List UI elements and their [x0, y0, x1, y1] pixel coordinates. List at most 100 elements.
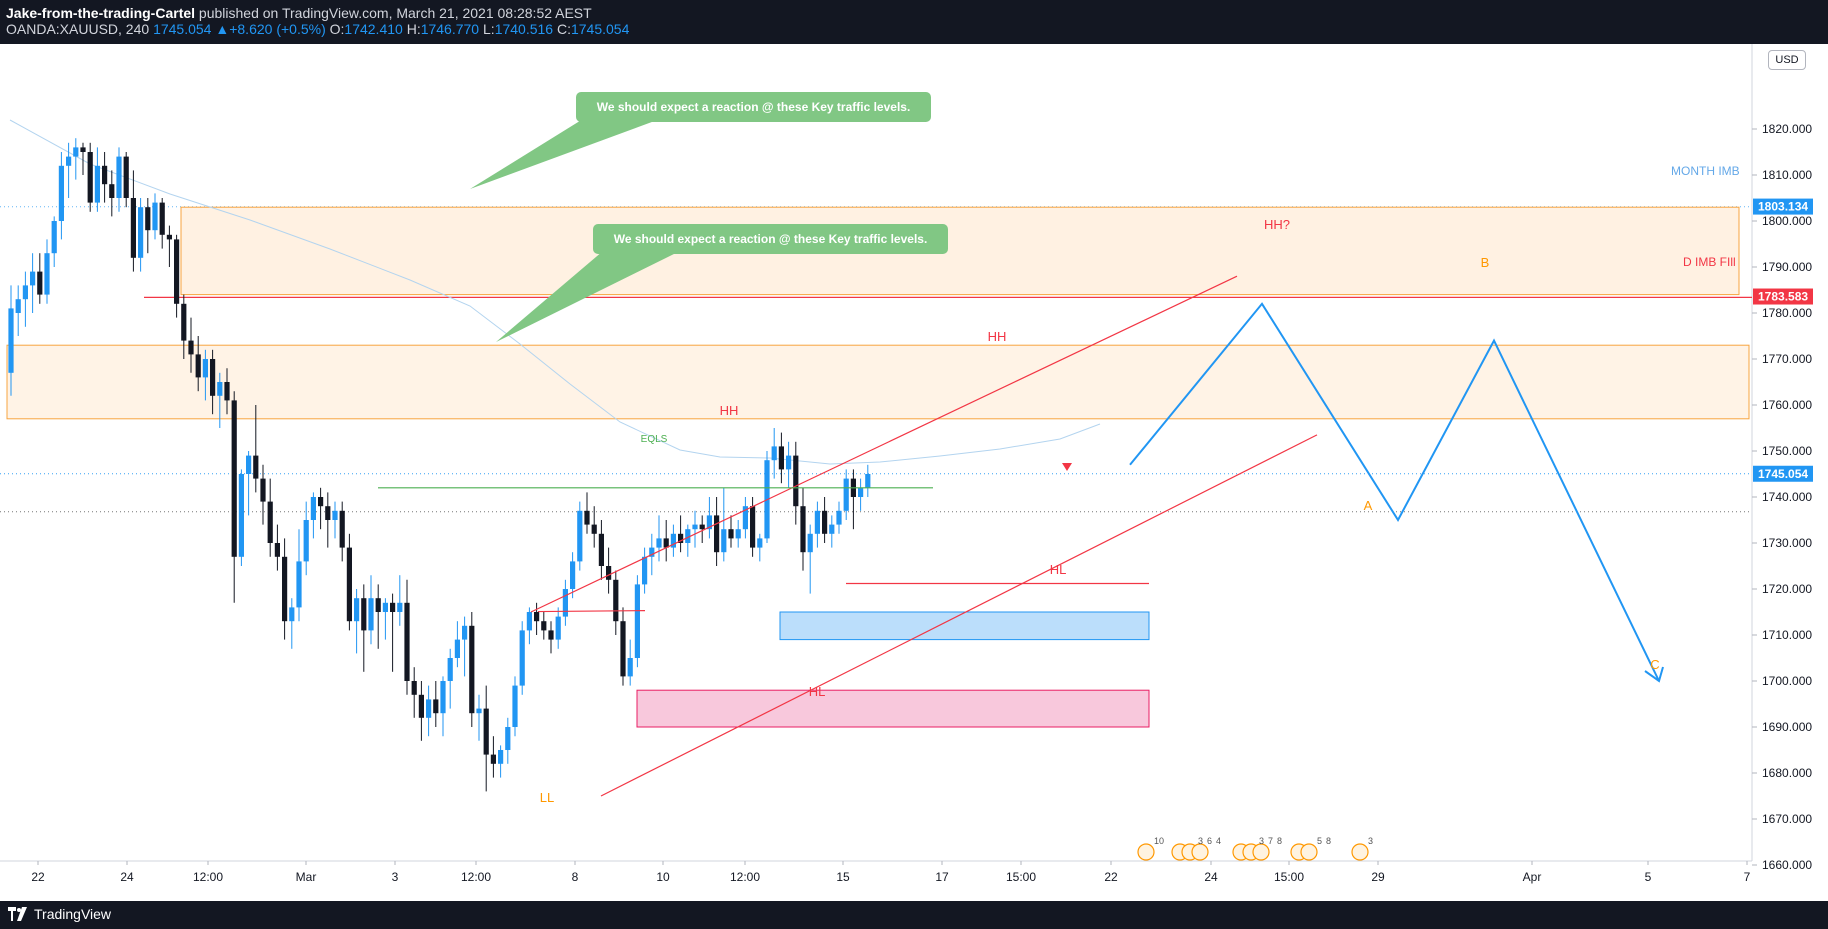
candle-body — [865, 474, 871, 488]
event-count: 8 — [1326, 836, 1331, 846]
pink-demand-zone — [636, 689, 1150, 728]
candle-body — [404, 602, 410, 681]
candle-body — [642, 556, 648, 585]
candle-body — [332, 510, 338, 520]
event-count: 6 — [1207, 836, 1212, 846]
candle-body — [620, 621, 626, 677]
candle-body — [822, 510, 828, 534]
annotation-label: D IMB FIll — [1683, 255, 1736, 269]
currency-button[interactable]: USD — [1768, 50, 1806, 70]
candle-body — [692, 524, 698, 530]
publish-date: published on TradingView.com, March 21, … — [195, 5, 592, 21]
candle-body — [771, 446, 777, 461]
annotation-label: HH? — [1264, 217, 1290, 232]
candle-body — [274, 543, 280, 557]
candle-body — [555, 616, 561, 640]
candle-body — [382, 602, 388, 612]
callout-pointer — [470, 119, 660, 189]
event-flag-icon — [1137, 843, 1155, 861]
symbol-name[interactable]: OANDA:XAUUSD, 240 — [6, 21, 150, 37]
annotation-label: C — [1650, 657, 1659, 672]
y-tick-label: 1730.000 — [1762, 536, 1812, 550]
candle-body — [591, 524, 597, 534]
author-name[interactable]: Jake-from-the-trading-Cartel — [6, 5, 196, 21]
month-imb-zone — [180, 206, 1740, 296]
candle-body — [742, 506, 748, 530]
annotation-label: LL — [540, 790, 554, 805]
x-tick-label: 7 — [1744, 870, 1751, 884]
event-flag-icon — [1300, 843, 1318, 861]
candle-body — [649, 547, 655, 557]
candle-body — [814, 510, 820, 534]
candle-body — [627, 658, 633, 677]
candle-body — [188, 340, 194, 355]
price-chart[interactable]: 1820.000 1810.000 1800.000 1790.000 1780.000… — [0, 44, 1828, 901]
candle-body — [678, 533, 684, 543]
candle-body — [714, 515, 720, 553]
annotation-label: HH — [988, 329, 1007, 344]
price-tag-2 — [1753, 465, 1813, 482]
candle-body — [123, 156, 129, 198]
channel-lower-line — [600, 434, 1318, 797]
candle-body — [130, 198, 136, 258]
price-tag-label: 1803.134 — [1758, 200, 1808, 214]
event-flag-icon — [1252, 843, 1270, 861]
candle-body — [526, 612, 532, 631]
candle-body — [454, 639, 460, 658]
candle-body — [390, 602, 396, 612]
y-tick-label: 1820.000 — [1762, 122, 1812, 136]
chart-area[interactable]: 1820.000 1810.000 1800.000 1790.000 1780.000… — [0, 44, 1828, 901]
candle-body — [94, 165, 100, 203]
candle-body — [505, 727, 511, 750]
brand-name: TradingView — [34, 906, 112, 922]
candle-body — [750, 506, 756, 548]
y-tick-label: 1700.000 — [1762, 674, 1812, 688]
candle-body — [706, 515, 712, 530]
candle-body — [577, 510, 583, 562]
event-count: 7 — [1268, 836, 1273, 846]
candle-body — [778, 446, 784, 470]
candle-body — [462, 625, 468, 640]
x-tick-label: Apr — [1523, 870, 1542, 884]
key-level-zone — [6, 344, 1750, 420]
candle-body — [721, 529, 727, 553]
candle-body — [195, 354, 201, 378]
candle-body — [224, 382, 230, 401]
swing-line-left — [537, 610, 646, 613]
y-tick-label: 1680.000 — [1762, 766, 1812, 780]
y-tick-label: 1720.000 — [1762, 582, 1812, 596]
tradingview-logo[interactable]: TradingView — [8, 906, 111, 922]
candle-body — [699, 524, 705, 530]
event-count: 4 — [1216, 836, 1221, 846]
candle-body — [51, 221, 57, 254]
candle-body — [469, 625, 475, 714]
moving-average-line — [9, 119, 1101, 465]
x-tick-label: 17 — [935, 870, 949, 884]
candle-body — [447, 658, 453, 681]
candle-body — [303, 520, 309, 562]
candle-body — [858, 487, 864, 497]
x-tick-label: 22 — [31, 870, 45, 884]
candle-body — [30, 271, 36, 286]
callout-pointer — [496, 251, 680, 342]
candle-body — [202, 359, 208, 378]
publish-info: Jake-from-the-trading-Cartel published o… — [6, 5, 592, 21]
y-tick-label: 1800.000 — [1762, 214, 1812, 228]
y-tick-label: 1710.000 — [1762, 628, 1812, 642]
event-flag-icon — [1191, 843, 1209, 861]
signal-marker-icon — [1062, 463, 1072, 471]
x-tick-label: 22 — [1104, 870, 1118, 884]
candle-body — [483, 708, 489, 755]
x-tick-label: 24 — [120, 870, 134, 884]
x-tick-label: 3 — [392, 870, 399, 884]
price-change: +8.620 (+0.5%) — [229, 21, 326, 37]
candle-body — [346, 547, 352, 622]
candle-body — [8, 308, 14, 373]
annotation-label: HL — [809, 684, 826, 699]
candle-body — [159, 202, 165, 235]
annotation-label: B — [1481, 255, 1490, 270]
candle-body — [519, 630, 525, 686]
x-tick-label: 10 — [656, 870, 670, 884]
callout-text: We should expect a reaction @ these Key … — [597, 100, 911, 114]
channel-upper-line — [530, 275, 1238, 613]
